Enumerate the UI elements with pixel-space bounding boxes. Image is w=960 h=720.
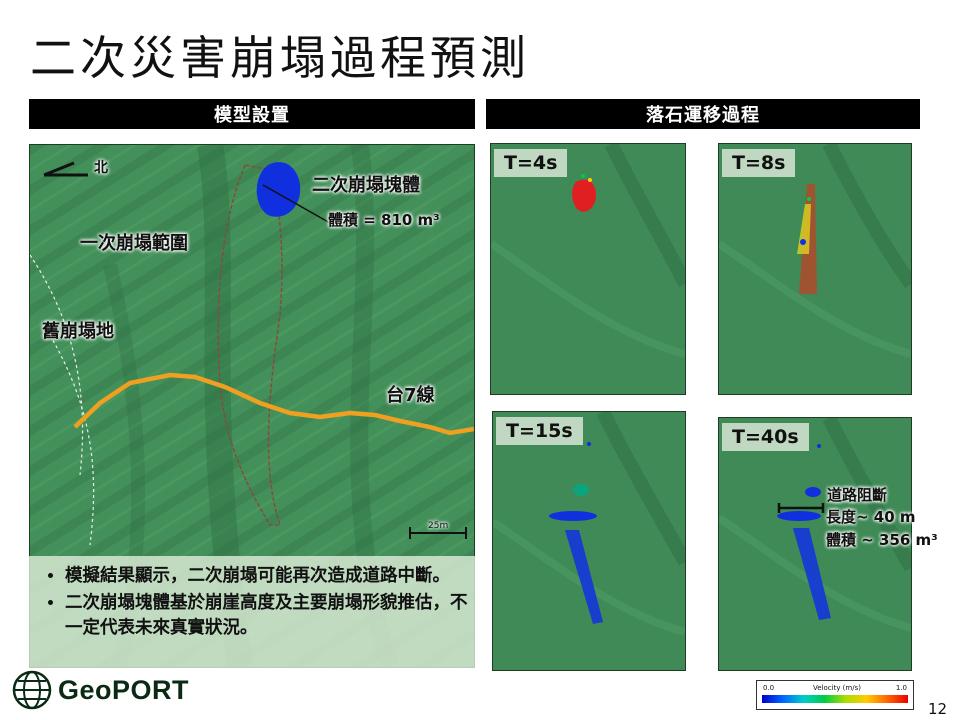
secondary-collapse-block-label: 二次崩塌塊體 <box>312 175 420 196</box>
velocity-legend: 0.0 Velocity (m/s) 1.0 <box>756 680 914 710</box>
frame-t40-label: T=40s <box>722 423 809 451</box>
north-label: 北 <box>94 160 108 176</box>
legend-title: Velocity (m/s) <box>813 684 861 692</box>
frame-t40-graphic <box>719 418 911 670</box>
globe-icon <box>12 670 52 710</box>
page-number: 12 <box>928 700 948 718</box>
road-blockage-label: 道路阻斷 <box>827 486 888 504</box>
blockage-volume-label: 體積 ~ 356 m³ <box>826 531 938 549</box>
legend-color-scale <box>762 695 908 703</box>
road-label-tai7: 台7線 <box>386 385 435 406</box>
frame-t15-graphic <box>493 412 685 670</box>
section-header-rockfall: 落石運移過程 <box>486 99 920 129</box>
frame-t15: T=15s <box>492 411 686 671</box>
blockage-length-label: 長度~ 40 m <box>826 508 916 526</box>
scale-bar-label: 25m <box>428 521 449 531</box>
note-item: 二次崩塌塊體基於崩崖高度及主要崩塌形貌推估，不一定代表未來真實狀況。 <box>65 591 475 641</box>
frame-t8-graphic <box>719 144 911 394</box>
frame-t4-graphic <box>491 144 685 394</box>
frame-t15-label: T=15s <box>496 417 583 445</box>
frame-t4-label: T=4s <box>494 149 568 177</box>
block-volume-label: 體積 = 810 m³ <box>328 211 440 229</box>
first-collapse-range-label: 一次崩塌範圍 <box>80 233 188 254</box>
frame-t40: T=40s 道路阻斷 <box>718 417 912 671</box>
old-landslide-label: 舊崩塌地 <box>42 321 114 342</box>
legend-max-label: 1.0 <box>895 684 907 692</box>
geoport-logo: GeoPORT <box>12 670 189 710</box>
frame-t8: T=8s <box>718 143 912 395</box>
frame-t4: T=4s <box>490 143 686 395</box>
conclusion-notes: 模擬結果顯示，二次崩塌可能再次造成道路中斷。 二次崩塌塊體基於崩崖高度及主要崩塌… <box>29 556 475 668</box>
legend-min-label: 0.0 <box>763 684 775 692</box>
slide-title: 二次災害崩塌過程預測 <box>30 31 530 85</box>
note-item: 模擬結果顯示，二次崩塌可能再次造成道路中斷。 <box>65 564 475 589</box>
section-header-model: 模型設置 <box>29 99 475 129</box>
frame-t8-label: T=8s <box>722 149 796 177</box>
logo-text: GeoPORT <box>58 674 190 705</box>
